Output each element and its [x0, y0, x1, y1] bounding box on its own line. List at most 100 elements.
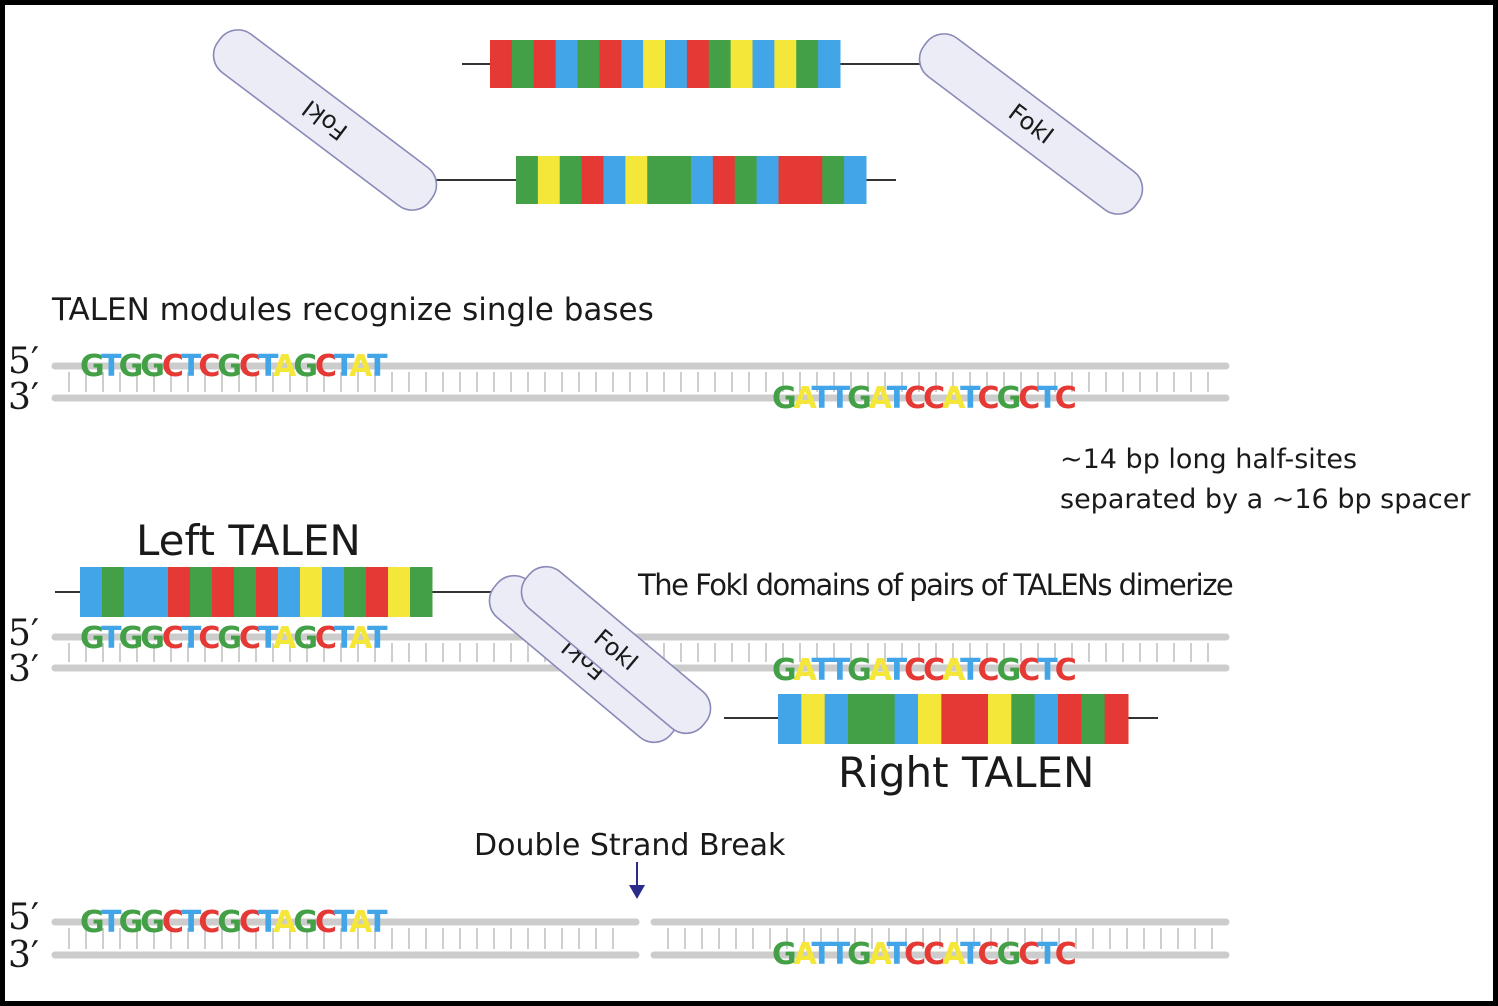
- base-G: G: [118, 905, 144, 940]
- talen-repeat-module: [625, 156, 648, 204]
- talen-repeat-module: [516, 156, 539, 204]
- base-G: G: [293, 905, 318, 940]
- talen-bottom: [516, 156, 867, 204]
- strand-label-3-section3: 3′: [8, 935, 40, 976]
- base-T: T: [180, 905, 202, 940]
- base-C: C: [315, 349, 337, 384]
- base-A: A: [868, 381, 890, 416]
- base-T: T: [811, 381, 833, 416]
- talen-repeat-module: [533, 40, 557, 88]
- base-C: C: [238, 349, 261, 384]
- base-T: T: [367, 905, 388, 940]
- base-A: A: [273, 905, 296, 940]
- dna-section-1: [51, 362, 1230, 402]
- fokl-domain-body: [212, 29, 438, 211]
- talen-repeat-module: [212, 567, 235, 617]
- base-T: T: [180, 349, 202, 384]
- base-T: T: [886, 381, 908, 416]
- talen-repeat-module: [577, 40, 600, 88]
- talen-repeat-module: [822, 156, 845, 204]
- talen-repeat-module: [102, 567, 125, 617]
- base-A: A: [942, 653, 963, 688]
- base-C: C: [923, 381, 945, 416]
- base-C: C: [198, 349, 220, 384]
- base-G: G: [293, 621, 318, 656]
- base-A: A: [273, 349, 296, 384]
- talen-top: [490, 40, 841, 88]
- base-T: T: [886, 653, 908, 688]
- base-C: C: [923, 937, 945, 972]
- talen-repeat-module: [146, 567, 169, 617]
- base-T: T: [101, 905, 122, 940]
- base-C: C: [198, 621, 220, 656]
- base-T: T: [960, 653, 981, 688]
- base-G: G: [772, 381, 797, 416]
- base-C: C: [1054, 381, 1077, 416]
- base-T: T: [1037, 381, 1058, 416]
- talen-repeat-module: [1034, 694, 1059, 744]
- base-C: C: [161, 621, 184, 656]
- base-T: T: [367, 349, 388, 384]
- talen-repeat-module: [581, 156, 604, 204]
- talen-repeat-module: [490, 40, 513, 88]
- fokl-domain-body: [918, 33, 1144, 215]
- base-C: C: [161, 349, 184, 384]
- base-C: C: [1018, 381, 1040, 416]
- base-T: T: [1037, 937, 1058, 972]
- base-G: G: [772, 937, 797, 972]
- base-C: C: [904, 653, 926, 688]
- modules-caption: TALEN modules recognize single bases: [52, 292, 654, 328]
- base-C: C: [977, 937, 1000, 972]
- base-C: C: [1054, 937, 1077, 972]
- base-C: C: [1018, 653, 1040, 688]
- fokl-domain-body: [520, 565, 712, 735]
- base-G: G: [217, 621, 242, 656]
- base-A: A: [942, 381, 963, 416]
- talen-repeat-module: [511, 40, 535, 88]
- talen-repeat-module: [124, 567, 147, 617]
- right-talen-label: Right TALEN: [838, 748, 1095, 797]
- right-half-site-sequence-2: GATTGATCCATCGCTC: [772, 653, 1077, 688]
- talen-repeat-module: [80, 567, 103, 617]
- talen-repeat-module: [756, 156, 779, 204]
- base-G: G: [80, 905, 104, 940]
- base-T: T: [101, 349, 122, 384]
- base-G: G: [847, 937, 872, 972]
- base-G: G: [996, 381, 1022, 416]
- base-G: G: [140, 905, 165, 940]
- talen-repeat-module: [778, 156, 801, 204]
- base-T: T: [367, 621, 388, 656]
- talen-repeat-module: [752, 40, 775, 88]
- base-C: C: [238, 621, 261, 656]
- base-G: G: [80, 621, 104, 656]
- left-half-site-sequence-1: GTGGCTCGCTAGCTAT: [80, 349, 388, 384]
- talen-repeat-module: [278, 567, 301, 617]
- base-T: T: [180, 621, 202, 656]
- dimerize-caption: The FokI domains of pairs of TALENs dime…: [638, 568, 1234, 602]
- base-A: A: [349, 621, 370, 656]
- base-A: A: [868, 937, 890, 972]
- right-half-site-sequence-1: GATTGATCCATCGCTC: [772, 381, 1077, 416]
- base-G: G: [772, 653, 797, 688]
- base-C: C: [161, 905, 184, 940]
- base-C: C: [904, 381, 926, 416]
- talen-repeat-module: [941, 694, 966, 744]
- base-G: G: [118, 349, 144, 384]
- talen-repeat-module: [691, 156, 714, 204]
- base-G: G: [996, 937, 1022, 972]
- base-T: T: [811, 653, 833, 688]
- base-T: T: [334, 621, 352, 656]
- talen-repeat-module: [1104, 694, 1129, 744]
- half-sites-note-line1: ~14 bp long half-sites: [1060, 444, 1358, 475]
- talen-repeat-module: [844, 156, 867, 204]
- talen-repeat-module: [734, 156, 758, 204]
- strand-label-5-section2: 5′: [8, 613, 40, 654]
- talen-repeat-module: [669, 156, 692, 204]
- talen-repeat-module: [871, 694, 896, 744]
- base-T: T: [886, 937, 908, 972]
- base-G: G: [847, 381, 872, 416]
- fokl-domain-top-left: FokI: [212, 29, 438, 211]
- base-T: T: [829, 653, 851, 688]
- base-T: T: [334, 905, 352, 940]
